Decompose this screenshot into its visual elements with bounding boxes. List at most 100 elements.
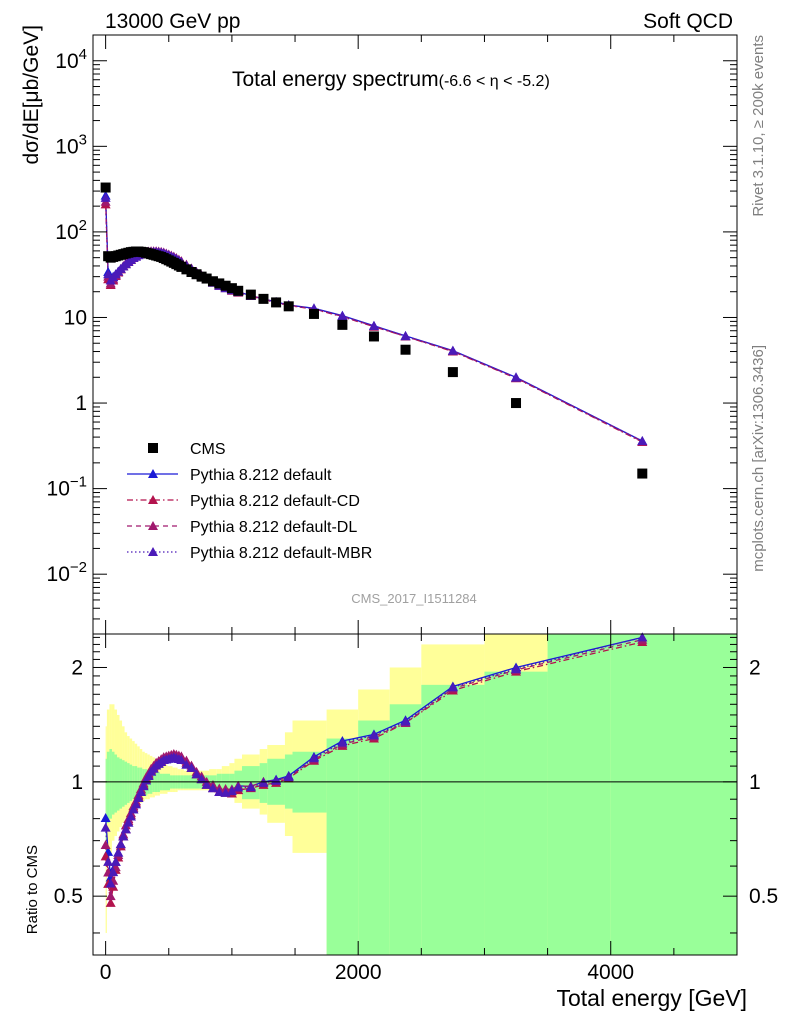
green-band-segment: [358, 720, 390, 955]
data-point: [283, 301, 294, 312]
mcplots-label: mcplots.cern.ch [arXiv:1306.3436]: [750, 345, 767, 572]
legend: CMS Pythia 8.212 default Pythia 8.212 defa…: [127, 441, 372, 562]
ratio-markers: [100, 632, 648, 907]
green-band-segment: [137, 767, 140, 798]
ratio-marker: [191, 769, 202, 779]
ratio-marker: [123, 817, 134, 827]
data-point: [447, 367, 458, 378]
ratio-marker: [271, 775, 282, 785]
rivet-label: Rivet 3.1.10, ≥ 200k events: [750, 35, 767, 217]
y-tick-label: 102: [55, 217, 87, 244]
chart-title-sub: (-6.6 < η < -5.2): [439, 73, 550, 90]
legend-label: Pythia 8.212 default-DL: [190, 519, 357, 536]
data-point: [368, 331, 379, 342]
data-point: [181, 264, 192, 275]
ratio-marker: [105, 878, 116, 888]
ratio-marker: [196, 774, 207, 784]
axis-ticks: [93, 34, 738, 955]
green-band-segment: [389, 704, 422, 955]
ratio-y-tick-label: 1: [749, 771, 761, 794]
header-right: Soft QCD: [643, 10, 733, 33]
green-band-segment: [326, 738, 359, 955]
data-point: [220, 280, 231, 291]
ratio-frame: [92, 633, 738, 956]
ratio-marker: [637, 632, 648, 642]
ratio-marker: [226, 786, 237, 796]
series-marker: [400, 331, 411, 341]
green-band-segment: [610, 634, 737, 955]
spectrum-series: [104, 195, 643, 443]
green-band-segment: [134, 766, 138, 800]
chart-title: Total energy spectrum(-6.6 < η < -5.2): [232, 68, 550, 91]
legend-marker: [148, 547, 158, 556]
spectrum-markers: [100, 182, 648, 479]
ratio-marker: [135, 786, 146, 796]
ratio-marker: [138, 781, 149, 791]
x-tick-label: 4000: [587, 961, 634, 984]
analysis-id: CMS_2017_I1511284: [351, 591, 477, 606]
data-point: [226, 283, 237, 294]
ratio-marker: [100, 839, 111, 849]
ratio-marker: [128, 804, 139, 814]
ratio-marker: [133, 792, 144, 802]
series-marker: [337, 311, 348, 321]
x-tick-label: 2000: [335, 961, 382, 984]
y-tick-label: 10−2: [47, 559, 87, 586]
series-marker: [447, 345, 458, 355]
ratio-marker: [214, 787, 225, 797]
data-point: [637, 468, 648, 479]
green-band-segment: [124, 761, 128, 805]
y-tick-label: 10: [64, 306, 87, 329]
green-band-segment: [421, 684, 485, 955]
data-point: [214, 278, 225, 289]
series-marker: [100, 192, 111, 202]
data-point: [100, 182, 111, 193]
ratio-marker: [176, 755, 187, 765]
data-point: [258, 293, 269, 304]
ratio-marker: [447, 682, 458, 692]
legend-label: Pythia 8.212 default: [190, 467, 332, 484]
ratio-ylabel: Ratio to CMS: [24, 845, 41, 934]
green-band-segment: [129, 764, 133, 802]
data-point: [233, 285, 244, 296]
green-band-segment: [106, 751, 110, 823]
green-band-segment: [109, 749, 112, 819]
ratio-y-tick-label: 2: [71, 656, 83, 679]
data-point: [201, 273, 212, 284]
ratio-y-tick-label: 2: [749, 656, 761, 679]
data-point: [308, 308, 319, 319]
ratio-marker: [308, 753, 319, 763]
green-band-segment: [484, 671, 548, 955]
green-band-segment: [119, 758, 123, 809]
green-band-segment: [122, 760, 125, 807]
green-band-segment: [547, 634, 611, 955]
ratio-marker: [105, 891, 116, 901]
ratio-marker: [108, 867, 119, 877]
data-point: [511, 398, 522, 409]
ratio-marker: [368, 730, 379, 740]
green-band-segment: [132, 766, 135, 800]
data-point: [271, 297, 282, 308]
green-band-segment: [111, 751, 115, 815]
ratio-marker: [105, 897, 116, 907]
legend-marker: [148, 521, 158, 530]
ratio-marker: [258, 777, 269, 787]
green-band-segment: [116, 757, 120, 811]
legend-label: CMS: [190, 441, 226, 458]
ratio-marker: [130, 799, 141, 809]
data-point: [400, 344, 411, 355]
data-point: [245, 289, 256, 300]
ratio-marker: [118, 831, 129, 841]
ratio-y-tick-label: 1: [71, 771, 83, 794]
ratio-marker: [337, 737, 348, 747]
ratio-marker: [233, 782, 244, 792]
green-band-segment: [127, 763, 130, 803]
legend-marker-cms: [148, 443, 158, 453]
data-point: [207, 276, 218, 287]
data-point: [176, 261, 187, 272]
legend-marker: [148, 495, 158, 504]
ratio-marker: [186, 762, 197, 772]
header-left: 13000 GeV pp: [105, 10, 240, 33]
